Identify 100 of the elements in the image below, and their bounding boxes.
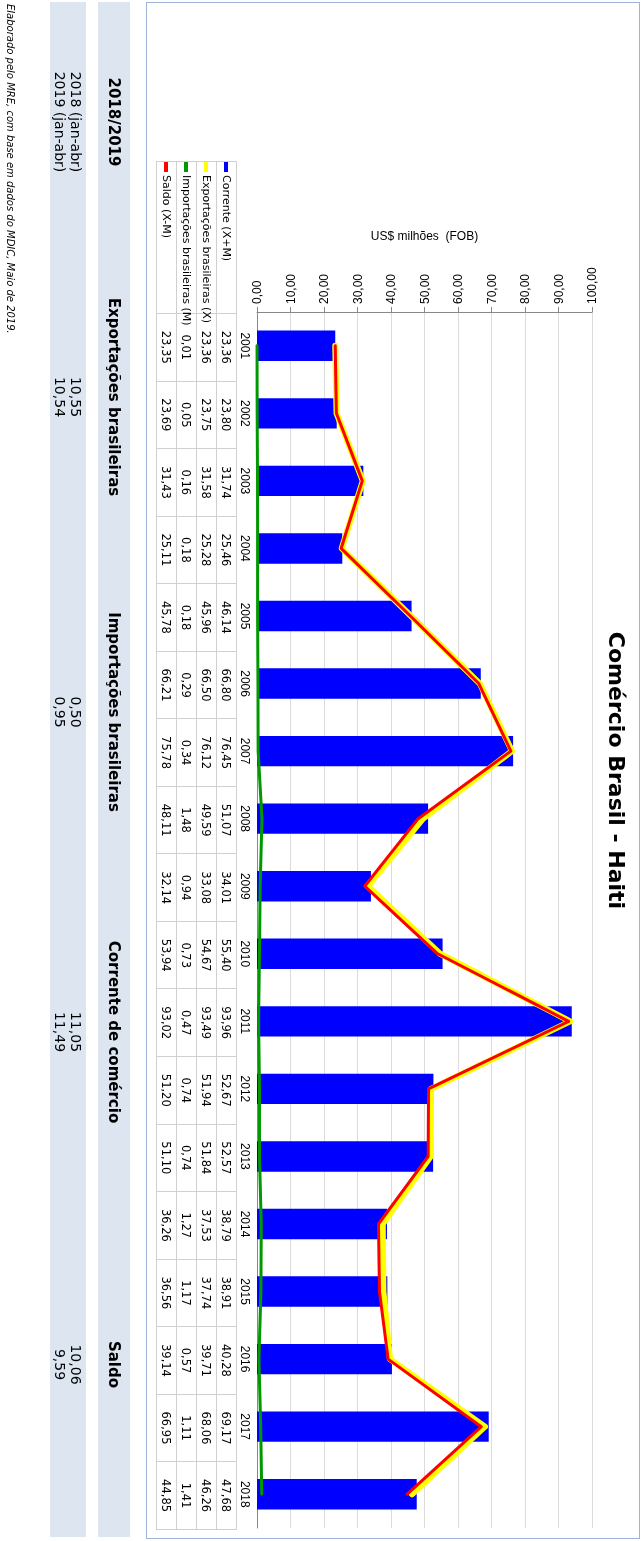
data-label: 31,74 [216,448,237,517]
data-label: 54,67 [196,921,217,989]
data-label: 39,14 [156,1326,177,1395]
data-label: 25,11 [156,516,177,584]
text: 11,49 [52,1011,68,1053]
data-label: 1,17 [176,1259,197,1327]
data-label: 23,80 [216,381,237,449]
y-tick-label: 2005 [238,602,252,630]
data-label: 23,75 [196,381,217,449]
data-label: 25,46 [216,516,237,584]
data-label: 75,78 [156,718,177,787]
data-label: 0,94 [176,853,197,922]
data-label: 1,41 [176,1461,197,1530]
data-label: 0,57 [176,1326,197,1395]
data-label: 93,02 [156,988,177,1057]
data-label: 93,96 [216,988,237,1057]
text: 9,59 [52,1348,68,1381]
x-tick-label: 30,00 [350,273,365,304]
data-label: 76,45 [216,718,237,787]
data-label: 0,34 [176,718,197,787]
text: Comércio Brasil - Haiti [604,630,629,912]
x-tick-label: 80,00 [518,273,532,304]
data-label: 33,08 [196,853,217,922]
data-label: 36,26 [156,1191,177,1260]
data-label: 66,21 [156,651,177,719]
data-label: 53,94 [156,921,177,989]
x-tick-label: 60,00 [451,273,465,304]
data-label: 39,71 [196,1326,217,1395]
data-label: 23,69 [156,381,177,449]
data-label: 0,18 [176,516,197,584]
data-label: 37,53 [196,1191,217,1260]
data-label: 32,14 [156,853,177,922]
data-label: 66,50 [196,651,217,719]
data-label: 0,29 [176,651,197,719]
text: 11,05 [68,1011,84,1053]
text: 10,54 [52,376,68,418]
x-tick-label: 50,00 [417,273,432,304]
x-tick-label: 20,00 [317,273,331,304]
data-label: 69,17 [216,1394,237,1462]
category-label: Saldo [98,1192,130,1537]
y-tick-label: 2004 [238,535,252,563]
x-tick-label: 0,00 [250,280,264,304]
data-label: 0,47 [176,988,197,1057]
x-axis-title: US$ milhões (FOB) [370,229,479,243]
data-label: 76,12 [196,718,217,787]
category-label: Importações brasileiras [98,552,130,872]
data-label: 45,78 [156,583,177,652]
data-label: 40,28 [216,1326,237,1395]
x-tick-label: 40,00 [384,273,398,304]
data-label: 0,74 [176,1124,197,1192]
legend-label: Saldo (X-M) [156,161,177,314]
data-label: 51,94 [196,1056,217,1125]
y-tick-label: 2013 [238,1143,252,1171]
y-tick-label: 2002 [238,399,252,427]
data-label: 0,16 [176,448,197,517]
x-tick-label: 100,00 [585,266,599,304]
data-label: 55,40 [216,921,237,989]
legend-label: Exportações brasileiras (X) [199,174,214,324]
text: Elaborado pelo MRE, com base em dados do MDIC, Maio de 2019. [5,4,16,334]
data-label: 25,28 [196,516,217,584]
text: 10,06 [68,1344,84,1385]
data-label: 51,20 [156,1056,177,1125]
data-label: 23,36 [199,330,214,364]
y-tick-label: 2010 [238,940,252,968]
x-tick-label: 10,00 [283,273,298,304]
data-label: 23,35 [156,313,177,382]
data-label: 0,74 [176,1056,197,1125]
data-label: 45,96 [196,583,217,652]
y-tick-label: 2017 [238,1413,252,1441]
data-label: 1,48 [176,786,197,854]
data-label: 51,84 [196,1124,217,1192]
text: 0,50 [68,696,84,728]
data-label: 66,95 [156,1394,177,1462]
y-tick-label: 2009 [238,872,252,900]
data-label: 48,11 [156,786,177,854]
x-tick-label: 90,00 [551,273,566,304]
y-tick-label: 2011 [238,1008,252,1035]
text: 0,95 [52,696,68,728]
legend-label: Importações brasileiras (M) [179,174,194,326]
y-tick-label: 2015 [238,1278,252,1306]
data-label: 31,43 [156,448,177,517]
data-label: 44,85 [156,1461,177,1530]
y-tick-label: 2014 [238,1210,252,1238]
data-label: 52,67 [216,1056,237,1125]
data-label: 38,91 [216,1259,237,1327]
data-label: 1,27 [176,1191,197,1260]
data-label: 31,58 [196,448,217,517]
data-label: 49,59 [196,786,217,854]
y-tick-label: 2003 [238,467,252,495]
data-label: 0,73 [176,921,197,989]
data-label: 0,05 [176,381,197,449]
data-label: 0,18 [176,583,197,652]
data-label: 51,07 [216,786,237,854]
data-label: 37,74 [196,1259,217,1327]
y-tick-label: 2007 [238,737,252,765]
y-tick-label: 2018 [238,1480,252,1508]
y-tick-label: 2012 [238,1075,252,1103]
x-tick-label: 70,00 [484,273,499,304]
legend-label: Corrente (X+M) [216,161,237,314]
data-label: 52,57 [216,1124,237,1192]
